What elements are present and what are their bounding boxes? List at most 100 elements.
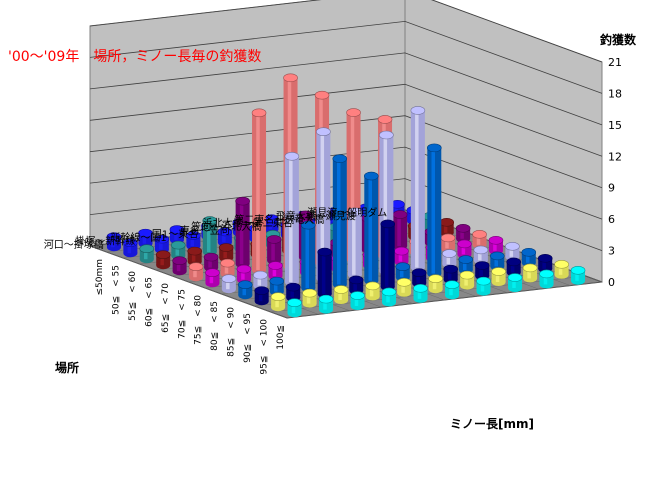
bar-highlight	[443, 222, 448, 233]
bar-highlight	[493, 240, 497, 251]
bar-top	[205, 268, 220, 278]
bar-highlight	[242, 284, 246, 296]
bar-top	[220, 258, 235, 268]
y-category-label: 浜北大橋～第二東名	[203, 217, 293, 230]
bar-highlight	[399, 266, 404, 278]
x-category-label: 65≦ < 70	[161, 283, 171, 333]
bar-top	[221, 274, 237, 284]
gridline	[89, 20, 603, 94]
bar-highlight	[383, 135, 388, 272]
bar-top	[154, 234, 170, 244]
bar-highlight	[398, 251, 403, 262]
bar-highlight	[478, 249, 482, 261]
bar-highlight	[159, 239, 163, 250]
bar-highlight	[384, 223, 389, 287]
bar-highlight	[336, 158, 341, 285]
bar-top	[283, 73, 298, 83]
bar-top	[254, 286, 270, 296]
bar-highlight	[239, 201, 244, 264]
y-category-label: 河口～掛塚橋	[44, 238, 104, 251]
bar-top	[237, 280, 253, 290]
bar-top	[287, 298, 302, 308]
bar-top	[333, 285, 349, 294]
bar-top	[251, 108, 267, 118]
bar-top	[491, 267, 506, 276]
bar-highlight	[460, 228, 464, 239]
bar-highlight	[241, 269, 245, 280]
bar-top	[377, 115, 393, 124]
bar-top	[285, 282, 301, 292]
bar-highlight	[432, 278, 437, 290]
bar-top	[266, 235, 282, 244]
gridline	[89, 178, 603, 251]
bar-highlight	[208, 257, 212, 268]
bar-highlight	[509, 246, 514, 257]
bar-top	[236, 264, 252, 274]
bar-top	[139, 244, 155, 254]
bar-top	[188, 262, 204, 272]
bar-top	[380, 219, 396, 229]
bar-highlight	[394, 204, 399, 215]
bar-highlight	[291, 302, 296, 314]
x-category-label: 80≦ < 85	[210, 301, 220, 351]
y-axis-label: 場所	[55, 360, 79, 375]
bar-highlight	[558, 264, 563, 275]
x-category-label: 60≦ < 65	[145, 277, 155, 327]
bar-top	[570, 266, 586, 275]
x-category-label: 100≦	[276, 325, 286, 350]
floor-grid-line	[152, 238, 351, 312]
bar-top	[392, 210, 408, 219]
bar-top	[506, 257, 522, 267]
bar-highlight	[431, 147, 435, 274]
bar-highlight	[223, 247, 227, 258]
bar-top	[235, 196, 250, 206]
bar-top	[539, 269, 554, 279]
bar-highlight	[256, 112, 260, 270]
bar-highlight	[222, 231, 226, 243]
x-category-label: ≤50mm	[95, 259, 105, 296]
bar-highlight	[447, 269, 452, 280]
floor-grid-line	[121, 242, 319, 315]
bar-highlight	[271, 239, 275, 261]
bar-top	[347, 207, 363, 217]
bar-top	[172, 256, 187, 266]
x-category-label: 50≦ < 55	[112, 265, 122, 315]
bar-top	[537, 254, 553, 263]
bar-highlight	[464, 275, 468, 286]
bar-top	[284, 151, 300, 161]
bar-top	[300, 220, 316, 230]
bar-top	[253, 270, 268, 280]
gridline	[89, 146, 603, 220]
bar-top	[302, 288, 317, 298]
y-category-label: 新幹線～国1	[110, 231, 166, 244]
bar-top	[489, 251, 505, 261]
bar-highlight	[575, 270, 579, 281]
bar-highlight	[258, 290, 263, 302]
bar-highlight	[525, 252, 530, 263]
bar-top	[395, 262, 411, 272]
z-tick-label: 21	[608, 56, 622, 69]
bar-top	[317, 247, 333, 257]
bar-highlight	[268, 218, 273, 230]
bar-highlight	[209, 272, 214, 284]
x-category-label: 70≦ < 75	[177, 289, 187, 339]
bar-highlight	[416, 272, 420, 284]
bar-top	[473, 245, 489, 255]
bar-highlight	[386, 291, 390, 303]
floor-grid-line	[89, 245, 288, 319]
x-category-label: 75≦ < 80	[194, 295, 204, 345]
bar-highlight	[350, 112, 355, 260]
y-category-label: 第二東名～飛竜大橋	[234, 213, 324, 226]
z-tick-label: 6	[608, 213, 615, 226]
gridline	[89, 52, 603, 126]
bar-highlight	[275, 296, 279, 308]
bar-highlight	[480, 281, 485, 292]
x-category-label: 90≦ < 95	[243, 313, 253, 363]
z-tick-label: 9	[608, 182, 615, 195]
x-category-label: 95≦ < 100	[259, 319, 269, 375]
bar-top	[394, 246, 409, 256]
bar-top	[138, 228, 153, 238]
bar-highlight	[127, 242, 132, 254]
bar-top	[202, 216, 218, 225]
